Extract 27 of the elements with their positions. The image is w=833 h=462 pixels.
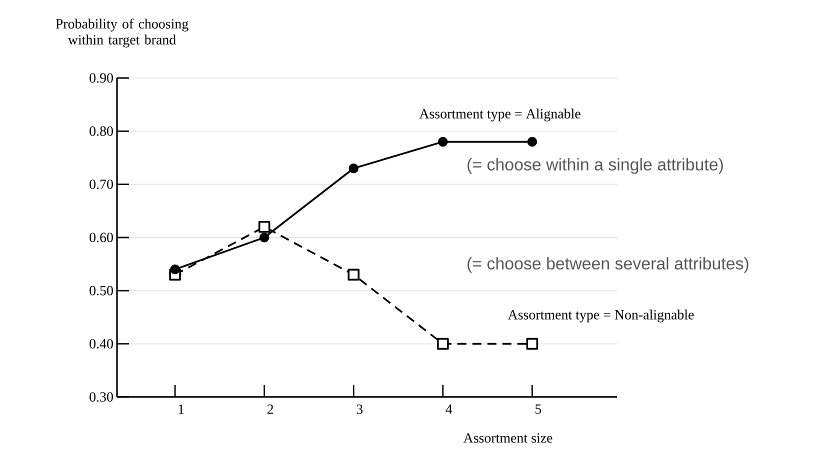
y-tick-label: 0.70: [90, 180, 113, 190]
y-tick-label: 0.40: [90, 339, 113, 349]
series-label: Assortment type = Alignable: [419, 108, 580, 122]
y-tick-label: 0.60: [90, 232, 113, 242]
y-tick-label: 0.90: [90, 73, 113, 83]
point: [348, 268, 360, 281]
point: [348, 163, 359, 174]
point: [170, 264, 180, 274]
x-tick-label: 4: [446, 404, 452, 414]
point: [438, 136, 448, 147]
point: [258, 220, 270, 233]
series-label: Assortment type = Non-alignable: [508, 310, 694, 322]
y-tick-label: 0.80: [90, 126, 113, 136]
y-tick-label: 0.50: [90, 286, 113, 296]
x-tick-label: 2: [267, 404, 274, 414]
point: [259, 232, 270, 242]
y-tick-label: 0.30: [90, 392, 113, 402]
x-axis-title: Assortment size: [463, 433, 552, 443]
annotation: (= choose within a single attribute): [468, 158, 723, 174]
y-axis-title: Probability of choosing within target brand: [56, 18, 188, 48]
x-tick-label: 5: [536, 404, 542, 414]
annotation: (= choose between several attributes): [468, 257, 748, 273]
point: [527, 136, 538, 147]
x-tick-label: 3: [356, 404, 363, 414]
point: [437, 338, 449, 350]
x-tick-label: 1: [178, 404, 184, 414]
point: [526, 338, 538, 350]
